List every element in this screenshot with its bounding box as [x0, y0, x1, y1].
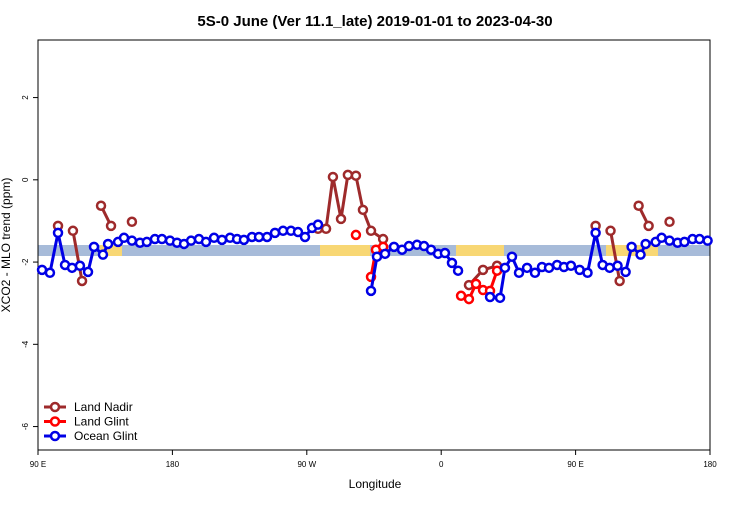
data-point	[499, 262, 511, 274]
x-tick-label: 180	[703, 460, 717, 469]
data-point	[702, 235, 713, 246]
data-point	[446, 257, 458, 269]
data-point	[452, 265, 464, 276]
data-point	[439, 247, 451, 259]
data-point	[52, 227, 64, 239]
data-point	[357, 204, 369, 216]
legend-marker	[49, 401, 61, 413]
data-point	[44, 267, 56, 279]
x-tick-label: 0	[439, 460, 444, 469]
land-band	[100, 245, 122, 256]
x-tick-label: 90 W	[297, 460, 316, 469]
data-point	[529, 267, 541, 279]
legend-label: Land Glint	[74, 415, 129, 429]
data-point	[126, 216, 138, 228]
data-point	[261, 231, 273, 243]
data-point	[463, 293, 475, 305]
data-point	[470, 278, 482, 290]
y-tick-label: -6	[21, 422, 30, 430]
data-point	[102, 238, 114, 250]
data-point	[365, 285, 377, 297]
data-point	[216, 234, 228, 246]
data-point	[200, 236, 212, 248]
data-point	[626, 241, 637, 253]
data-point	[76, 275, 88, 287]
data-point	[105, 220, 117, 232]
data-point	[494, 292, 506, 304]
data-point	[582, 267, 593, 279]
x-tick-label: 90 E	[30, 460, 46, 469]
data-point	[126, 235, 138, 246]
data-point	[82, 266, 94, 278]
data-point	[320, 223, 332, 235]
data-point	[635, 249, 646, 260]
data-point	[694, 233, 705, 245]
data-point	[484, 291, 496, 303]
data-point	[88, 241, 100, 253]
x-tick-label: 180	[166, 460, 180, 469]
data-point	[350, 170, 362, 181]
data-point	[292, 226, 304, 238]
data-point	[403, 240, 415, 252]
legend-marker	[49, 430, 61, 442]
data-point	[633, 200, 644, 211]
land-band	[456, 245, 504, 256]
data-point	[67, 225, 79, 237]
data-point	[388, 241, 400, 253]
x-tick-label: 90 E	[567, 460, 583, 469]
data-point	[565, 260, 577, 272]
data-point	[612, 260, 623, 272]
data-point	[335, 213, 347, 225]
data-point	[371, 251, 383, 262]
data-point	[513, 267, 525, 279]
data-point	[141, 236, 153, 248]
legend-marker	[49, 416, 61, 427]
data-point	[97, 249, 109, 260]
data-point	[95, 200, 107, 211]
data-point	[620, 266, 631, 278]
land-band	[320, 245, 370, 256]
y-axis-label: XCO2 - MLO trend (ppm)	[0, 178, 13, 313]
data-point	[643, 220, 654, 232]
data-point	[664, 235, 675, 246]
data-point	[521, 262, 533, 274]
data-point	[605, 225, 616, 237]
data-point	[312, 219, 324, 230]
data-point	[664, 216, 675, 228]
legend-label: Land Nadir	[74, 400, 133, 414]
data-point	[269, 227, 281, 239]
data-point	[365, 225, 377, 237]
data-point	[299, 231, 311, 243]
data-point	[156, 233, 168, 245]
data-point	[327, 171, 339, 183]
data-point	[679, 236, 690, 248]
y-tick-label: -4	[21, 340, 30, 348]
data-point	[74, 260, 86, 272]
data-point	[614, 275, 625, 287]
data-point	[590, 227, 601, 239]
data-point	[238, 234, 250, 246]
y-tick-label: 2	[21, 95, 30, 100]
data-point	[640, 238, 651, 250]
data-point	[350, 229, 362, 241]
legend-label: Ocean Glint	[74, 429, 138, 443]
y-tick-label: -2	[21, 258, 30, 266]
data-point	[342, 169, 354, 181]
data-point	[543, 262, 555, 274]
data-point	[379, 248, 391, 260]
y-tick-label: 0	[21, 177, 30, 182]
x-axis-label: Longitude	[349, 477, 402, 491]
data-point	[253, 231, 265, 243]
data-point	[506, 251, 518, 262]
chart-title: 5S-0 June (Ver 11.1_late) 2019-01-01 to …	[197, 13, 552, 30]
data-point	[477, 264, 489, 276]
